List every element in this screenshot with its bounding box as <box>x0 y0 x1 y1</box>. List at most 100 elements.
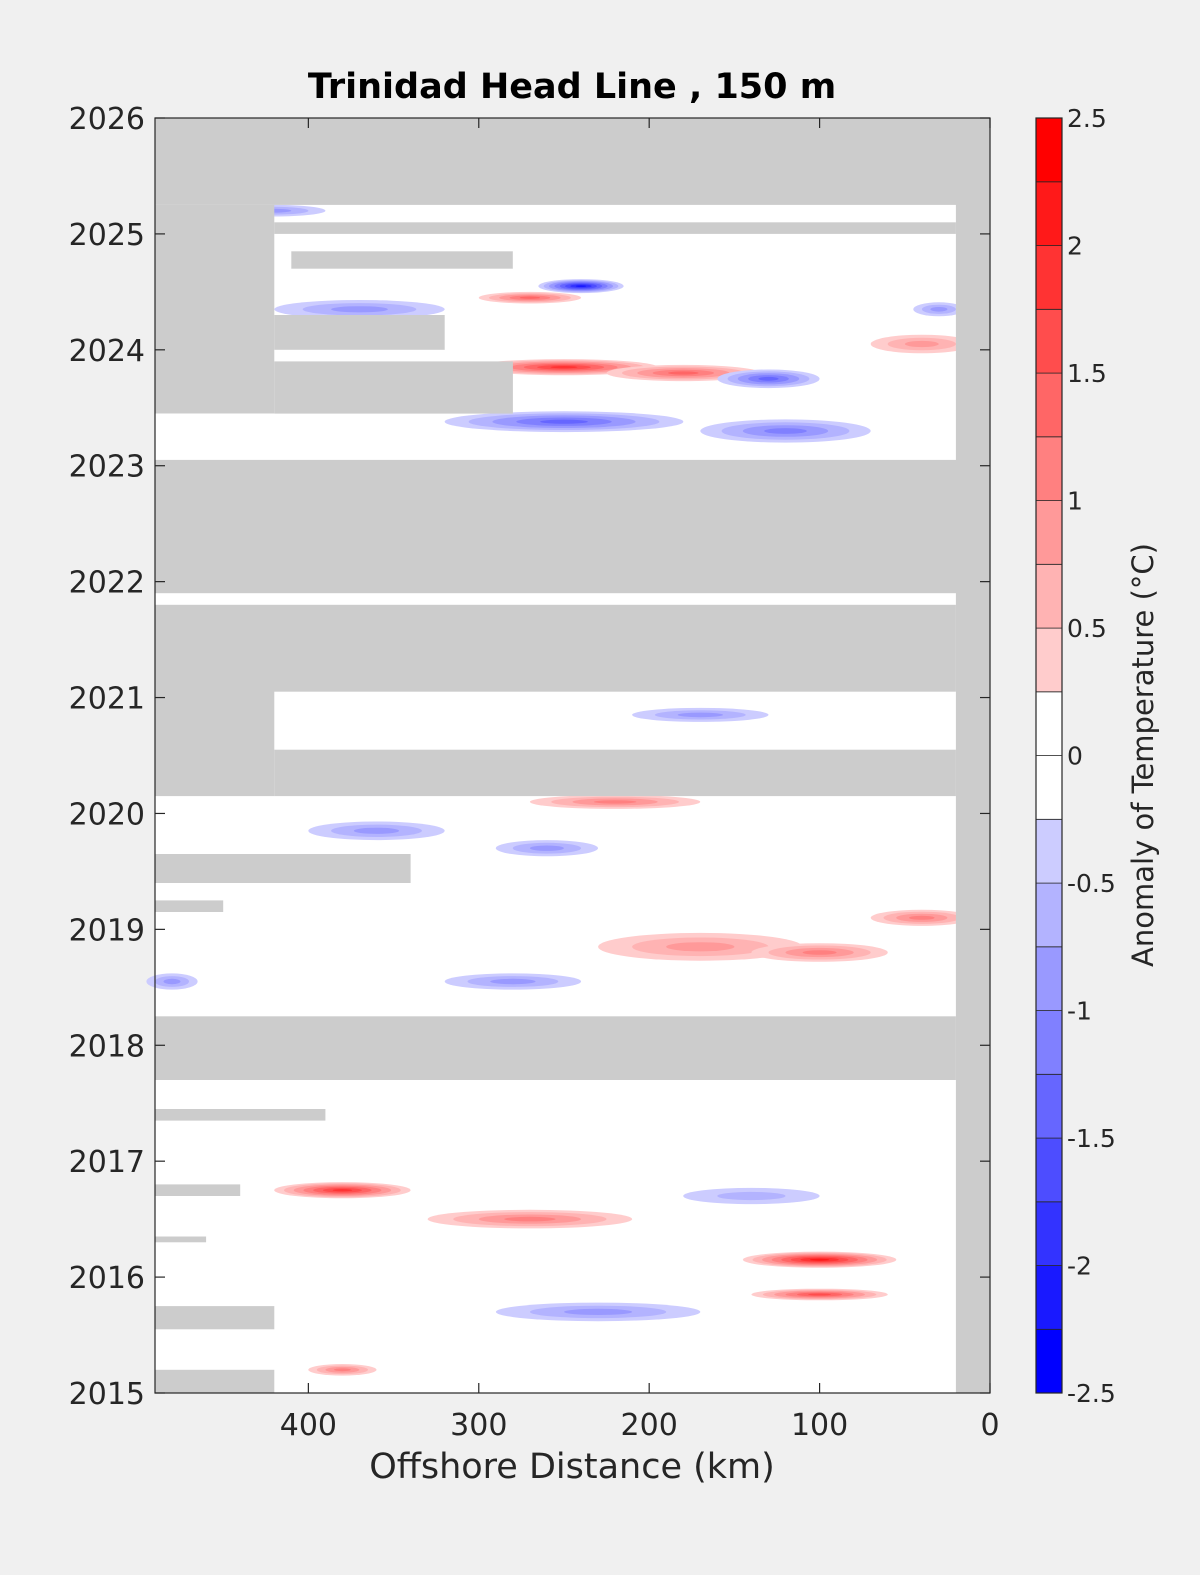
anomaly-feature-25-level-2 <box>717 1191 786 1201</box>
x-tick-label-400: 400 <box>280 1408 337 1443</box>
y-tick-label-2019: 2019 <box>69 913 145 948</box>
no-data-region-3 <box>291 251 513 269</box>
colorbar-tick-label--0.5: -0.5 <box>1067 869 1116 898</box>
colorbar: -2.5 -2 -1.5 -1 -0.5 0 0.5 1 1.5 2 2.5 Anomaly of … <box>1035 104 1160 1408</box>
anomaly-feature-17-level-4 <box>909 915 935 920</box>
no-data-region-17 <box>155 1369 275 1393</box>
colorbar-bin-19 <box>1035 117 1063 183</box>
y-tick-label-2018: 2018 <box>69 1029 145 1064</box>
no-data-region-8 <box>155 686 275 797</box>
colorbar-label: Anomaly of Temperature (°C) <box>1126 543 1160 967</box>
colorbar-bin-6 <box>1035 946 1063 1011</box>
colorbar-bin-18 <box>1035 181 1063 247</box>
anomaly-feature-0-level-8 <box>575 285 587 287</box>
y-tick-label-2024: 2024 <box>69 334 145 369</box>
anomaly-feature-2-level-7 <box>550 366 578 369</box>
no-data-region-5 <box>274 361 513 414</box>
colorbar-bins <box>1035 117 1063 1394</box>
colorbar-bin-11 <box>1035 627 1063 693</box>
y-tick-label-2020: 2020 <box>69 797 145 832</box>
colorbar-bin-1 <box>1035 1265 1063 1330</box>
colorbar-bin-5 <box>1035 1010 1063 1075</box>
anomaly-feature-12-level-4 <box>593 800 637 804</box>
plot-area <box>146 117 991 1394</box>
y-tick-label-2026: 2026 <box>69 102 145 137</box>
chart-title: Trinidad Head Line , 150 m <box>308 67 836 107</box>
colorbar-bin-3 <box>1035 1137 1063 1203</box>
colorbar-frame <box>1035 117 1063 1394</box>
no-data-region-16 <box>155 1306 275 1330</box>
no-data-region-2 <box>274 222 956 234</box>
no-data-region-11 <box>155 900 224 912</box>
no-data-region-6 <box>155 459 990 594</box>
anomaly-feature-26-level-4 <box>333 1368 351 1372</box>
no-data-region-7 <box>155 604 956 692</box>
anomaly-feature-22-level-8 <box>810 1258 830 1261</box>
y-tick-label-2016: 2016 <box>69 1261 145 1296</box>
anomaly-feature-1-level-5 <box>519 296 541 299</box>
colorbar-bin-7 <box>1035 882 1063 948</box>
no-data-regions <box>155 118 990 1393</box>
x-axis-label: Offshore Distance (km) <box>369 1447 775 1487</box>
plot-frame <box>154 117 991 1394</box>
y-tick-label-2017: 2017 <box>69 1145 145 1180</box>
x-tick-label-100: 100 <box>791 1408 848 1443</box>
anomaly-feature-23-level-6 <box>808 1293 831 1296</box>
no-data-region-0 <box>155 118 990 205</box>
no-data-region-14 <box>155 1184 241 1196</box>
colorbar-bin-2 <box>1035 1201 1063 1267</box>
no-data-region-10 <box>155 854 411 883</box>
colorbar-bin-17 <box>1035 245 1063 310</box>
anomaly-feature-13-level-3 <box>353 827 400 834</box>
colorbar-tick-label-2: 2 <box>1067 232 1083 261</box>
colorbar-bin-16 <box>1035 308 1063 374</box>
anomaly-feature-3-level-5 <box>668 371 699 375</box>
colorbar-tick-label-0.5: 0.5 <box>1067 614 1107 643</box>
y-tick-label-2025: 2025 <box>69 218 145 253</box>
anomaly-feature-18-level-3 <box>490 978 536 985</box>
x-tick-label-200: 200 <box>621 1408 678 1443</box>
no-data-region-18 <box>955 118 990 1393</box>
colorbar-tick-label--1: -1 <box>1067 997 1092 1026</box>
colorbar-tick-label-0: 0 <box>1067 742 1083 771</box>
anomaly-feature-7-level-5 <box>540 419 588 424</box>
colorbar-ticks: -2.5 -2 -1.5 -1 -0.5 0 0.5 1 1.5 2 2.5 <box>1067 104 1116 1408</box>
colorbar-bin-10 <box>1035 691 1063 756</box>
y-axis-ticks: 2015 2016 2017 2018 2019 2020 2021 2022 2023 2024… <box>69 102 990 1412</box>
colorbar-tick-label--2: -2 <box>1067 1252 1092 1281</box>
anomaly-feature-11-level-3 <box>677 712 723 718</box>
colorbar-bin-8 <box>1035 818 1063 884</box>
anomaly-feature-19-level-3 <box>163 978 181 985</box>
anomaly-feature-8-level-4 <box>764 428 807 434</box>
no-data-region-1 <box>155 204 275 414</box>
colorbar-bin-15 <box>1035 372 1063 438</box>
anomaly-feature-15-level-3 <box>666 942 735 952</box>
anomaly-feature-16-level-4 <box>802 950 837 955</box>
y-tick-label-2022: 2022 <box>69 566 145 601</box>
no-data-region-4 <box>274 315 445 350</box>
anomaly-feature-4-level-5 <box>758 376 779 381</box>
y-tick-label-2015: 2015 <box>69 1377 145 1412</box>
y-tick-label-2021: 2021 <box>69 682 145 717</box>
colorbar-tick-label--1.5: -1.5 <box>1067 1124 1116 1153</box>
colorbar-tick-label-2.5: 2.5 <box>1067 104 1107 133</box>
colorbar-tick-label-1: 1 <box>1067 487 1083 516</box>
colorbar-bin-9 <box>1035 755 1063 820</box>
anomaly-feature-6-level-3 <box>331 306 388 313</box>
no-data-region-15 <box>155 1236 207 1243</box>
anomaly-feature-14-level-3 <box>529 845 564 851</box>
colorbar-bin-14 <box>1035 436 1063 501</box>
anomaly-feature-10-level-3 <box>930 307 948 312</box>
no-data-region-13 <box>155 1109 326 1121</box>
colorbar-bin-13 <box>1035 500 1063 565</box>
x-tick-label-300: 300 <box>450 1408 507 1443</box>
x-tick-label-0: 0 <box>980 1408 999 1443</box>
anomaly-feature-21-level-4 <box>504 1216 556 1222</box>
anomaly-feature-20-level-7 <box>332 1189 353 1192</box>
colorbar-tick-label--2.5: -2.5 <box>1067 1379 1116 1408</box>
colorbar-bin-0 <box>1035 1328 1063 1394</box>
anomaly-feature-5-level-3 <box>904 340 939 348</box>
colorbar-tick-label-1.5: 1.5 <box>1067 359 1107 388</box>
y-tick-label-2023: 2023 <box>69 450 145 485</box>
